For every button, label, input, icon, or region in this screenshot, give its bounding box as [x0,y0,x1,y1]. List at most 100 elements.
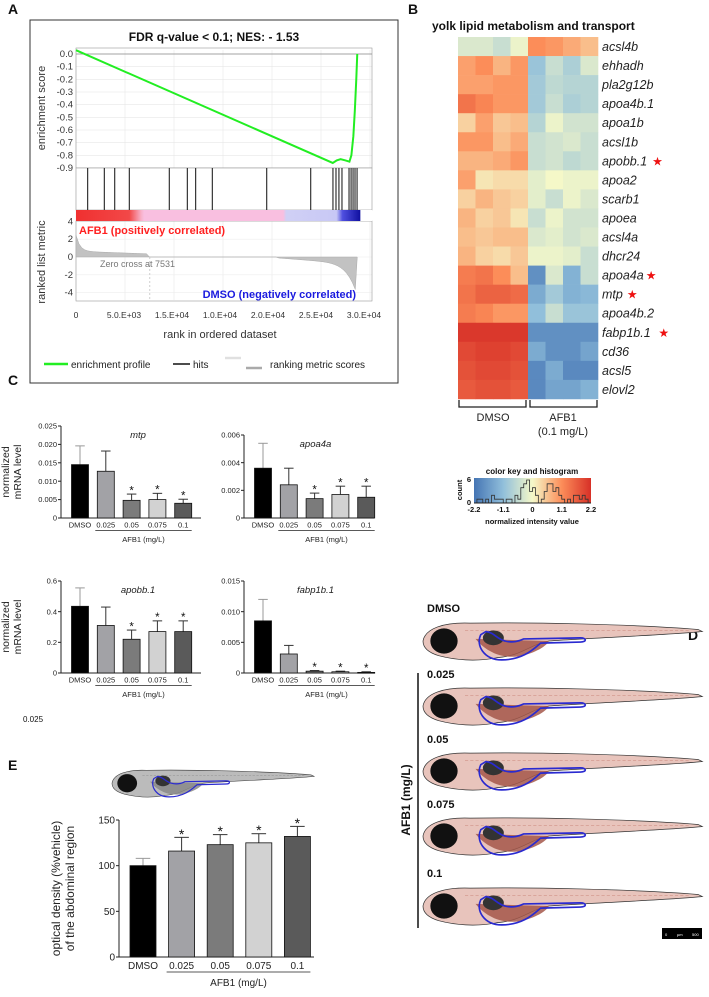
heatmap-cell [580,341,599,362]
larva-body [422,752,704,791]
bar-chart-apobb1: 0 0.2 0.4 0.6 apobb.1 DMSO 0.025 * 0.05 * 0.075 * 0.… [0,577,201,699]
group-bracket [458,400,527,408]
heatmap-cell [493,132,511,152]
heatmap-cell [493,170,511,190]
y-tick-label: 0.6 [47,577,57,586]
y-tick-label: 0.005 [38,495,57,504]
group-label-afb1: AFB1 [549,412,577,424]
larva-body [111,769,316,798]
heatmap-cell [563,37,581,57]
enrichment-profile-line [75,49,359,165]
es-tick-label: -0.8 [57,150,73,161]
heatmap-cell [580,303,599,324]
significance-star: * [179,826,185,842]
heatmap-cell [493,303,511,324]
significance-star: * [129,621,134,633]
heatmap-cell [580,379,599,400]
y-tick-label: 0.010 [221,607,240,616]
heatmap-cell [493,360,511,381]
heatmap-cell [458,322,476,343]
heatmap-cell [528,208,546,228]
heatmap-cell [458,227,476,247]
metric-tick-label: -4 [65,288,73,299]
x-axis-label: AFB1 (mg/L) [305,535,348,544]
y-tick-label: 0.2 [47,638,57,647]
heatmap-cell [458,265,476,285]
es-tick-label: -0.1 [57,62,73,73]
heatmap-cell [528,246,546,266]
heatmap-cell [580,227,599,247]
larva-image [111,769,316,798]
color-key-ytick: 6 [467,475,471,484]
heatmap-row-label: cd36 [602,345,629,359]
heatmap-row-label: dhcr24 [602,250,640,264]
larva-image [422,817,704,856]
heatmap-cell [475,265,494,285]
heatmap-cell [563,303,581,324]
heatmap-cell [475,246,494,266]
bar [305,670,324,674]
heatmap-cell [510,132,529,152]
bar [331,671,350,674]
heatmap-cell [545,303,564,324]
color-key-xtick: 2.2 [586,505,596,514]
heatmap-cell [580,94,599,114]
heatmap-cell [475,170,494,190]
larva-image [422,687,704,726]
gsea-plot: FDR q-value < 0.1; NES: - 1.530.0-0.1-0.… [29,19,399,384]
heatmap-cell [458,360,476,381]
heatmap-cell [475,189,494,209]
bar [245,842,273,958]
panel-label-c: C [8,372,18,388]
heatmap-cell [475,132,494,152]
heatmap-row-label: apobb.1 [602,154,647,168]
chart-title: fabp1b.1 [297,585,334,596]
heatmap-cell [528,303,546,324]
color-key-xtick: 1.1 [557,505,567,514]
legend-label-profile: enrichment profile [71,360,151,371]
bar [357,671,376,674]
heatmap-cell [563,379,581,400]
y-tick-label: 150 [98,816,115,827]
group-bracket [529,400,598,408]
es-tick-label: -0.7 [57,138,73,149]
y-axis-label: optical density (%vehicle) [49,821,63,956]
significance-star: * [181,612,186,624]
y-tick-label: 0.004 [221,458,240,467]
heatmap-cell [528,94,546,114]
bar [148,499,167,519]
star-icon: ★ [627,288,638,302]
es-tick-label: -0.5 [57,112,73,123]
abdominal-region-outline [478,695,587,726]
heatmap-cell [458,75,476,95]
concentration-label: 0.025 [427,669,455,681]
heatmap-cell [580,322,599,343]
x-tick-label: 0.075 [148,521,167,530]
concentration-label: 0.075 [427,799,455,811]
heatmap-cell [493,379,511,400]
heatmap-cell [510,284,529,304]
heatmap-cell [493,246,511,266]
x-tick-label: 0.05 [307,676,322,685]
x-tick-label: 0.05 [307,521,322,530]
heatmap-cell [563,94,581,114]
heatmap-row-label: mtp [602,288,623,302]
heatmap-cell [475,75,494,95]
x-tick-label: 0.025 [279,521,298,530]
heatmap-row-label: pla2g12b [601,78,653,92]
concentration-label: DMSO [427,603,460,615]
heatmap-cell [580,113,599,133]
larva-eye [430,693,458,719]
panel-label-b: B [408,1,418,17]
heatmap-cell [545,151,564,171]
heatmap-title: yolk lipid metabolism and transport [432,19,635,33]
heatmap-cell [545,113,564,133]
heatmap-row-label: apoa2 [602,173,637,187]
heatmap-cell [528,322,546,343]
heatmap-cell [580,132,599,152]
heatmap-cell [545,189,564,209]
es-axis-label: enrichment score [36,66,48,150]
heatmap-cell [563,227,581,247]
heatmap-cell [528,170,546,190]
heatmap-cell [493,189,511,209]
